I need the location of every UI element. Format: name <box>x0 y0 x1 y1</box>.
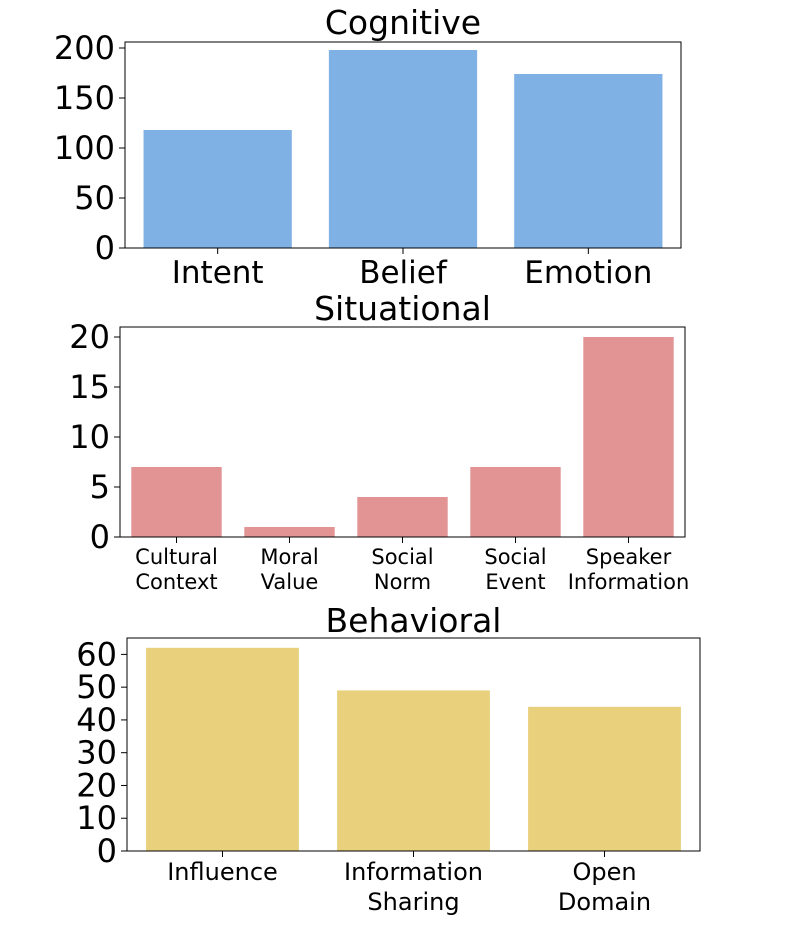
y-tick-label: 10 <box>76 799 117 837</box>
y-tick-label: 20 <box>76 766 117 804</box>
chart-title: Behavioral <box>326 601 502 640</box>
y-tick-label: 0 <box>95 229 115 267</box>
y-tick-label: 50 <box>74 179 115 217</box>
x-tick-label-line: Belief <box>359 255 448 291</box>
x-tick-label-line: Speaker <box>586 545 672 569</box>
x-tick-label-line: Cultural <box>135 545 218 569</box>
y-tick-label: 40 <box>76 701 117 739</box>
chart-cognitive: Cognitive 0 50 100 150 200 Intent Belief Emotion <box>54 3 682 291</box>
x-tick-label: Speaker Information <box>568 545 690 594</box>
bar <box>470 467 561 537</box>
x-tick-label: Influence <box>167 858 278 886</box>
x-tick-label-line: Intent <box>172 255 264 291</box>
y-tick-label: 50 <box>76 668 117 706</box>
x-tick-label: Cultural Context <box>135 545 218 594</box>
x-tick-label-line: Open <box>572 858 636 886</box>
y-tick-label: 100 <box>54 129 115 167</box>
y-tick-label: 5 <box>90 468 110 506</box>
x-tick-label: Belief <box>359 255 448 291</box>
y-tick-label: 0 <box>97 832 117 870</box>
bar <box>514 74 663 248</box>
x-tick-label-line: Domain <box>558 888 651 916</box>
x-tick-label: Intent <box>172 255 264 291</box>
x-tick-label-line: Event <box>485 570 545 594</box>
y-tick-label: 200 <box>54 29 115 67</box>
x-tick-label-line: Sharing <box>367 888 459 916</box>
y-tick-label: 20 <box>69 318 110 356</box>
x-tick-label: Social Norm <box>371 545 433 594</box>
x-tick-label-line: Information <box>344 858 483 886</box>
bar <box>146 647 299 851</box>
bar <box>528 706 681 851</box>
x-tick-label: Moral Value <box>260 545 318 594</box>
x-tick-label-line: Value <box>261 570 319 594</box>
x-tick-label-line: Information <box>568 570 690 594</box>
x-tick-label: Social Event <box>484 545 546 594</box>
bar <box>328 50 478 248</box>
x-tick-label-line: Social <box>371 545 433 569</box>
chart-title: Situational <box>314 289 491 328</box>
y-tick-label: 150 <box>54 79 115 117</box>
y-tick-label: 0 <box>90 518 110 556</box>
x-tick-label-line: Context <box>135 570 217 594</box>
y-tick-label: 30 <box>76 734 117 772</box>
x-tick-label-line: Social <box>484 545 546 569</box>
x-tick-label-line: Influence <box>167 858 278 886</box>
x-tick-label: Open Domain <box>558 858 651 916</box>
chart-situational: Situational 0 5 10 15 20 Cultural Context Moral V… <box>69 289 689 594</box>
bar <box>143 130 292 248</box>
x-tick-label: Information Sharing <box>344 858 483 916</box>
chart-title: Cognitive <box>325 3 481 42</box>
bar <box>583 337 674 537</box>
bar <box>337 690 490 851</box>
bar <box>131 467 222 537</box>
x-tick-label-line: Norm <box>374 570 431 594</box>
bar <box>357 497 448 537</box>
y-tick-label: 15 <box>69 368 110 406</box>
x-tick-label-line: Moral <box>260 545 318 569</box>
y-tick-label: 60 <box>76 635 117 673</box>
x-tick-label: Emotion <box>524 255 652 291</box>
y-tick-label: 10 <box>69 418 110 456</box>
x-tick-label-line: Emotion <box>524 255 652 291</box>
bar <box>244 527 335 537</box>
